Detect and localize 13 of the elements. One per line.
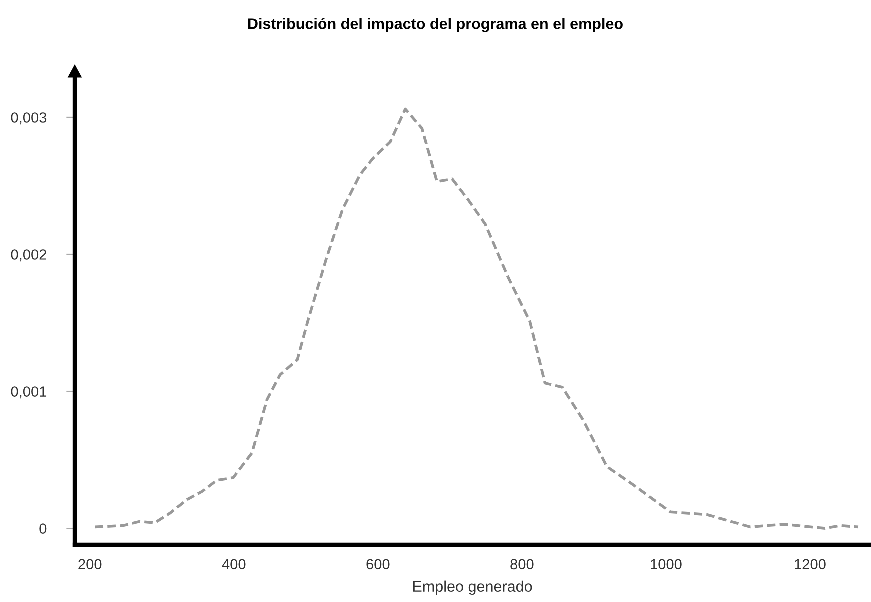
y-tick-label: 0,002 [11, 250, 46, 262]
x-tick-label: 800 [510, 559, 534, 570]
x-tick-label: 200 [78, 559, 102, 570]
y-tick-label: 0,001 [11, 386, 47, 399]
x-tick-label: 400 [222, 559, 246, 570]
y-tick-label: 0,003 [11, 112, 47, 125]
chart-title: Distribución del impacto del programa en el empleo [248, 18, 623, 32]
x-tick-label: 1000 [651, 559, 682, 570]
x-axis-title: Empleo generado [413, 580, 532, 596]
y-tick-label: 0 [40, 524, 47, 534]
line-series [94, 108, 860, 530]
x-tick-label: 1200 [795, 559, 826, 570]
x-tick-label: 600 [366, 559, 390, 570]
